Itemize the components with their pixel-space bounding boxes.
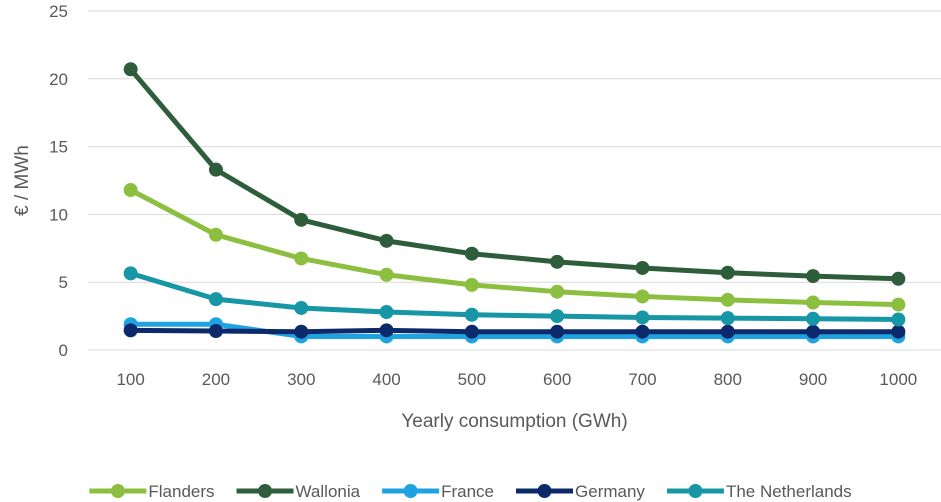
legend-swatch-marker: [258, 484, 273, 498]
x-tick-label: 100: [116, 370, 144, 389]
data-point: [891, 297, 906, 312]
y-axis-ticks: 0 5 10 15 20 25: [49, 2, 68, 360]
legend-item: Wallonia: [236, 482, 361, 501]
legend-label: The Netherlands: [726, 482, 852, 501]
x-tick-label: 900: [799, 370, 827, 389]
data-point: [635, 260, 650, 275]
data-point: [635, 324, 650, 339]
data-point: [806, 295, 821, 310]
series-line: [128, 66, 901, 282]
data-point: [123, 323, 138, 338]
x-tick-label: 600: [543, 370, 571, 389]
data-point: [720, 265, 735, 280]
legend-item: France: [382, 482, 494, 501]
data-point: [550, 324, 565, 339]
y-tick-label: 25: [49, 2, 68, 21]
data-point: [208, 162, 223, 177]
data-point: [464, 277, 479, 292]
y-tick-label: 15: [49, 138, 68, 157]
legend-swatch-marker: [110, 484, 125, 498]
x-tick-label: 700: [628, 370, 656, 389]
legend-label: Germany: [575, 482, 645, 501]
series-the-netherlands: [123, 266, 906, 327]
data-point: [379, 267, 394, 282]
data-point: [891, 324, 906, 339]
legend-item: Germany: [516, 482, 645, 501]
legend-label: Flanders: [148, 482, 214, 501]
x-axis-ticks: 100 200 300 400 500 600 700 800 900 1000: [116, 370, 917, 389]
data-point: [464, 246, 479, 261]
gridlines: [88, 10, 941, 351]
legend-swatch-marker: [688, 484, 703, 498]
data-point: [891, 271, 906, 286]
legend-item: The Netherlands: [666, 482, 852, 501]
data-point: [806, 269, 821, 284]
series-line: [128, 187, 901, 308]
x-tick-label: 300: [287, 370, 315, 389]
data-point: [464, 307, 479, 322]
series-line: [128, 270, 901, 322]
data-point: [720, 324, 735, 339]
x-tick-label: 800: [714, 370, 742, 389]
series-flanders: [123, 182, 906, 312]
data-point: [123, 266, 138, 281]
data-point: [635, 310, 650, 325]
series-line: [128, 327, 901, 335]
series-lines: [123, 62, 906, 344]
data-point: [806, 324, 821, 339]
data-point: [464, 324, 479, 339]
data-point: [379, 305, 394, 320]
y-tick-label: 5: [59, 273, 68, 292]
data-point: [208, 227, 223, 242]
x-tick-label: 500: [458, 370, 486, 389]
legend-swatch-marker: [537, 484, 552, 498]
x-tick-label: 400: [372, 370, 400, 389]
x-axis-title: Yearly consumption (GWh): [401, 411, 627, 432]
data-point: [550, 284, 565, 299]
legend-label: Wallonia: [296, 482, 361, 501]
data-point: [550, 254, 565, 269]
data-point: [550, 309, 565, 324]
data-point: [294, 324, 309, 339]
data-point: [379, 233, 394, 248]
data-point: [294, 251, 309, 266]
series-germany: [123, 323, 906, 339]
data-point: [720, 292, 735, 307]
data-point: [294, 300, 309, 315]
y-tick-label: 20: [49, 70, 68, 89]
data-point: [720, 311, 735, 326]
legend-swatch-marker: [403, 484, 418, 498]
data-point: [891, 312, 906, 327]
data-point: [806, 311, 821, 326]
series-wallonia: [123, 62, 906, 286]
y-tick-label: 10: [49, 205, 68, 224]
data-point: [123, 62, 138, 77]
legend: Flanders Wallonia France Germany The Netherl…: [89, 482, 852, 501]
data-point: [208, 324, 223, 339]
x-tick-label: 1000: [879, 370, 917, 389]
data-point: [635, 289, 650, 304]
data-point: [379, 323, 394, 338]
legend-label: France: [441, 482, 494, 501]
data-point: [294, 212, 309, 227]
legend-item: Flanders: [89, 482, 215, 501]
data-point: [208, 292, 223, 307]
y-axis-title: € / MWh: [12, 145, 33, 216]
data-point: [123, 182, 138, 197]
y-tick-label: 0: [59, 341, 68, 360]
x-tick-label: 200: [202, 370, 230, 389]
